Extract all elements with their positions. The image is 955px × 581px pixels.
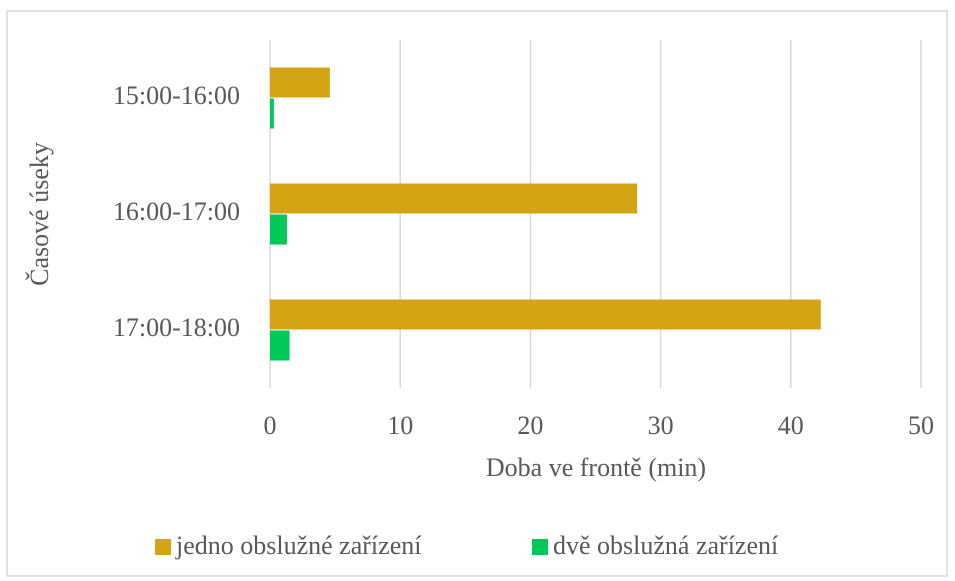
bar	[270, 330, 290, 361]
y-tick-label: 15:00-16:00	[113, 81, 240, 110]
bar	[270, 214, 287, 245]
legend-swatch	[155, 539, 171, 555]
bar	[270, 98, 274, 129]
legend-label: dvě obslužná zařízení	[553, 531, 778, 560]
x-tick-label: 40	[778, 411, 804, 440]
legend-label: jedno obslužné zařízení	[175, 531, 421, 560]
x-tick-label: 20	[517, 411, 543, 440]
bar	[270, 67, 330, 98]
x-tick-label: 0	[264, 411, 277, 440]
y-tick-label: 16:00-17:00	[113, 197, 240, 226]
legend-swatch	[532, 539, 548, 555]
x-tick-label: 30	[648, 411, 674, 440]
y-axis-title: Časové úseky	[25, 142, 54, 286]
bar	[270, 183, 638, 214]
y-tick-label: 17:00-18:00	[113, 313, 240, 342]
bar	[270, 299, 821, 330]
x-axis-title: Doba ve frontě (min)	[486, 453, 706, 482]
x-tick-label: 10	[387, 411, 413, 440]
x-tick-label: 50	[908, 411, 934, 440]
